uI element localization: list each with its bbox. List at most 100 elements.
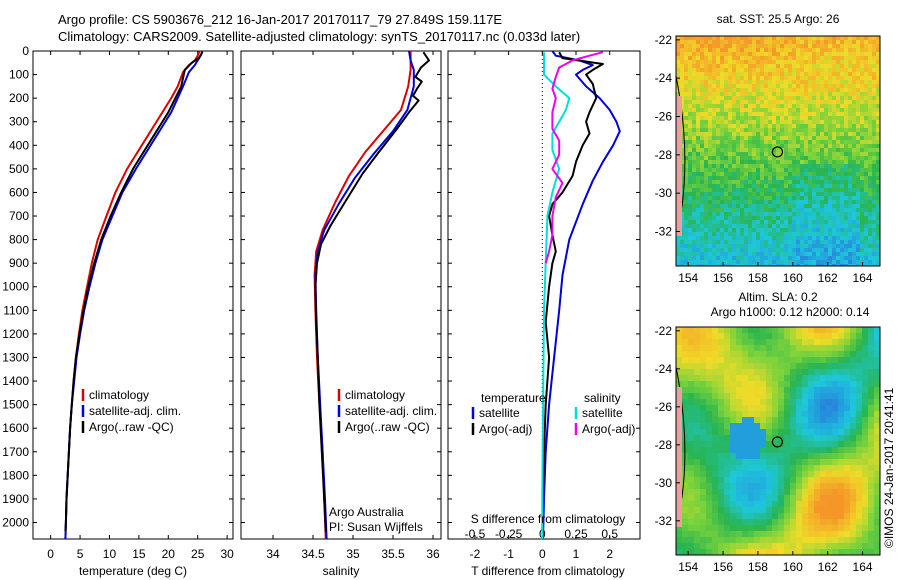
map-cell [772, 112, 777, 117]
map-cell [852, 168, 857, 173]
map-cell [772, 140, 777, 145]
map-cell [876, 200, 880, 205]
map-cell [720, 80, 725, 85]
map-cell [772, 357, 779, 364]
map-cell [788, 56, 793, 61]
map-cell [850, 393, 857, 400]
map-cell [820, 76, 825, 81]
map-cell [828, 196, 833, 201]
map-cell [684, 92, 689, 97]
map-cell [808, 537, 815, 544]
temperature-x-tick-label: 30 [220, 547, 234, 561]
map-cell [736, 339, 743, 346]
map-cell [784, 204, 789, 209]
map-cell [700, 128, 705, 133]
map-cell [856, 483, 863, 490]
map-cell [736, 477, 743, 484]
map-cell [856, 423, 863, 430]
map-cell [776, 136, 781, 141]
map-cell [856, 120, 861, 125]
map-cell [804, 180, 809, 185]
map-cell [844, 76, 849, 81]
map-cell [874, 471, 880, 478]
map-cell [764, 116, 769, 121]
map-cell [850, 447, 857, 454]
map-cell [844, 216, 849, 221]
map-cell [744, 156, 749, 161]
map-cell [718, 429, 725, 436]
map-cell [832, 188, 837, 193]
map-cell [776, 80, 781, 85]
map-cell [700, 164, 705, 169]
map-cell [688, 152, 693, 157]
map-cell [712, 168, 717, 173]
map-cell [784, 92, 789, 97]
map-cell [692, 260, 697, 265]
map-cell [850, 507, 857, 514]
map-cell [716, 88, 721, 93]
map-cell [704, 188, 709, 193]
map-cell [754, 519, 761, 526]
map-cell [696, 168, 701, 173]
map-cell [824, 144, 829, 149]
map-cell [814, 411, 821, 418]
map-cell [852, 124, 857, 129]
map-cell [760, 232, 765, 237]
map-cell [792, 168, 797, 173]
map-cell [872, 36, 877, 41]
map-cell [816, 176, 821, 181]
map-cell [748, 136, 753, 141]
map-cell [728, 160, 733, 165]
map-cell [832, 60, 837, 65]
map-cell [828, 108, 833, 113]
map-cell [814, 489, 821, 496]
map-cell [724, 489, 731, 496]
map-cell [852, 240, 857, 245]
map-cell [772, 176, 777, 181]
map-cell [784, 36, 789, 41]
map-cell [788, 184, 793, 189]
map-cell [740, 220, 745, 225]
map-cell [736, 196, 741, 201]
map-cell [712, 423, 719, 430]
map-cell [732, 248, 737, 253]
map-cell [816, 148, 821, 153]
map-cell [732, 236, 737, 241]
map-cell [772, 212, 777, 217]
map-cell [748, 333, 755, 340]
map-cell [754, 393, 761, 400]
map-cell [814, 351, 821, 358]
map-cell [800, 120, 805, 125]
map-cell [736, 519, 743, 526]
map-cell [848, 96, 853, 101]
map-cell [720, 204, 725, 209]
map-cell [804, 184, 809, 189]
map-cell [816, 200, 821, 205]
map-cell [724, 387, 731, 394]
map-cell [700, 112, 705, 117]
map-cell [760, 393, 767, 400]
map-cell [742, 537, 749, 544]
map-cell [764, 220, 769, 225]
map-cell [788, 96, 793, 101]
map-cell [860, 124, 865, 129]
map-cell [744, 160, 749, 165]
map-cell [868, 240, 873, 245]
map-cell [796, 453, 803, 460]
map-cell [704, 88, 709, 93]
map-cell [862, 405, 869, 412]
map-cell [874, 447, 880, 454]
map-cell [692, 264, 697, 266]
map-cell [732, 196, 737, 201]
map-cell [784, 60, 789, 65]
map-cell [744, 240, 749, 245]
map-cell [860, 108, 865, 113]
map-cell [850, 531, 857, 538]
map-cell [700, 152, 705, 157]
map-cell [792, 92, 797, 97]
map-cell [876, 128, 880, 133]
map-cell [808, 228, 813, 233]
map-cell [836, 112, 841, 117]
map-cell [862, 501, 869, 508]
map-cell [868, 36, 873, 41]
